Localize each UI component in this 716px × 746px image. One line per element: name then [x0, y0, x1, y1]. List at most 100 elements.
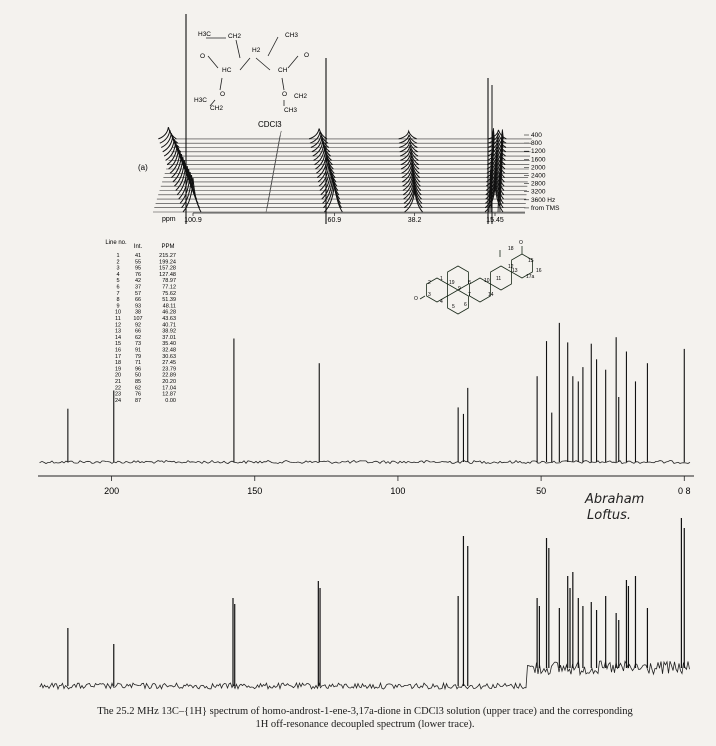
- stacked-multiplet: [402, 172, 422, 191]
- table-cell: 24: [115, 398, 121, 404]
- bond-line: [239, 57, 251, 71]
- table-cell: 62: [135, 385, 141, 391]
- table-cell: 51.39: [162, 297, 176, 303]
- solvent-label: CDCl3: [258, 120, 282, 129]
- steroid-ring: [447, 289, 469, 315]
- table-cell: 48.11: [163, 303, 176, 309]
- atom-label: H3C: [198, 31, 211, 38]
- bond-line: [281, 77, 285, 91]
- stacked-multiplet: [401, 158, 420, 174]
- table-cell: 23: [115, 392, 121, 398]
- table-cell: 8: [116, 297, 119, 303]
- table-cell: 3: [116, 266, 119, 272]
- table-cell: 96: [135, 366, 141, 372]
- table-cell: 107: [133, 316, 142, 322]
- signature-line-1: Abraham: [585, 492, 645, 507]
- stacked-axis-ticks: 100.9 60.9 38.2 15.45: [184, 213, 504, 224]
- table-cell: 6: [116, 285, 119, 291]
- table-cell: 46.28: [162, 310, 176, 316]
- table-cell: 199.24: [159, 259, 176, 265]
- table-cell: 91: [135, 348, 141, 354]
- table-header: PPM: [161, 244, 174, 250]
- offset-label: 1200: [531, 148, 546, 155]
- table-cell: 20: [115, 373, 121, 379]
- offset-label: 3200: [531, 189, 546, 196]
- structure-label: 4: [440, 299, 443, 305]
- bond-line: [267, 36, 279, 57]
- table-cell: 76: [135, 392, 141, 398]
- offset-label: 1600: [531, 156, 546, 163]
- offset-label: 2400: [531, 173, 546, 180]
- stacked-multiplet: [497, 184, 501, 213]
- stacked-multiplet: [400, 148, 419, 161]
- ppm-axis: 200 150 100 50 0 8: [38, 475, 694, 496]
- stacked-multiplet: [322, 175, 341, 204]
- table-cell: 75.62: [162, 291, 176, 297]
- table-cell: 21: [115, 379, 121, 385]
- ppm-unit-label: ppm: [162, 216, 176, 223]
- table-cell: 12.87: [162, 392, 176, 398]
- table-cell: 10: [115, 310, 121, 316]
- table-cell: 19: [115, 366, 121, 372]
- table-cell: 16: [115, 348, 121, 354]
- table-cell: 93: [135, 303, 141, 309]
- stacked-multiplet: [401, 165, 421, 183]
- upper-baseline-noise: [39, 459, 691, 465]
- stacked-multiplet: [400, 155, 420, 170]
- solvent-line: [265, 203, 269, 213]
- bond-line: [235, 39, 241, 59]
- carbonyl-bond: [419, 295, 426, 300]
- table-cell: 30.63: [162, 354, 176, 360]
- stacked-multiplet: [403, 179, 422, 200]
- axis-tick-label: 150: [247, 486, 262, 496]
- offset-label: 400: [531, 132, 542, 139]
- offset-label: 2800: [531, 181, 546, 188]
- axis-tick-label: 0 8: [678, 486, 691, 496]
- table-cell: 43.63: [162, 316, 176, 322]
- stacked-axis-tick-label: 38.2: [408, 217, 422, 224]
- bond-line: [209, 99, 216, 107]
- table-header: Line no.: [105, 240, 127, 246]
- bond-line: [219, 77, 223, 91]
- table-cell: 127.48: [159, 272, 176, 278]
- table-cell: 55: [135, 259, 141, 265]
- table-cell: 20.20: [162, 379, 176, 385]
- stacked-multiplet: [399, 138, 418, 148]
- table-cell: 57: [135, 291, 141, 297]
- axis-tick-label: 50: [536, 486, 546, 496]
- table-cell: 27.45: [162, 360, 176, 366]
- offset-label: 800: [531, 140, 542, 147]
- offset-label: 2000: [531, 164, 546, 171]
- table-cell: 22: [115, 385, 121, 391]
- table-cell: 1: [116, 253, 119, 259]
- table-header: Int.: [134, 244, 143, 250]
- stacked-multiplet: [311, 137, 331, 153]
- structure-label: 9: [458, 286, 461, 292]
- table-cell: 11: [115, 316, 121, 322]
- axis-tick-label: 200: [104, 486, 119, 496]
- table-cell: 41: [135, 253, 141, 259]
- stacked-multiplet: [401, 162, 421, 179]
- atom-label: O: [200, 53, 205, 60]
- stacked-multiplet: [324, 181, 343, 213]
- table-cell: 9: [116, 303, 119, 309]
- table-cell: 17.04: [162, 385, 176, 391]
- atom-label: O: [304, 52, 309, 59]
- caption-line-1: The 25.2 MHz 13C–{1H} spectrum of homo-a…: [97, 706, 633, 717]
- structure-label: 8: [468, 280, 471, 286]
- structure-label: O: [414, 296, 418, 302]
- table-cell: 37: [135, 285, 141, 291]
- structure-label: O: [519, 240, 523, 246]
- stacked-multiplet: [313, 144, 332, 161]
- structure-label: 19: [449, 280, 455, 286]
- table-cell: 12: [115, 322, 121, 328]
- steroid-ring: [511, 253, 533, 279]
- table-cell: 215.27: [159, 253, 176, 259]
- table-cell: 17: [115, 354, 121, 360]
- stacked-multiplet: [403, 186, 423, 209]
- atom-label: CH3: [285, 32, 298, 39]
- table-cell: 79: [135, 354, 141, 360]
